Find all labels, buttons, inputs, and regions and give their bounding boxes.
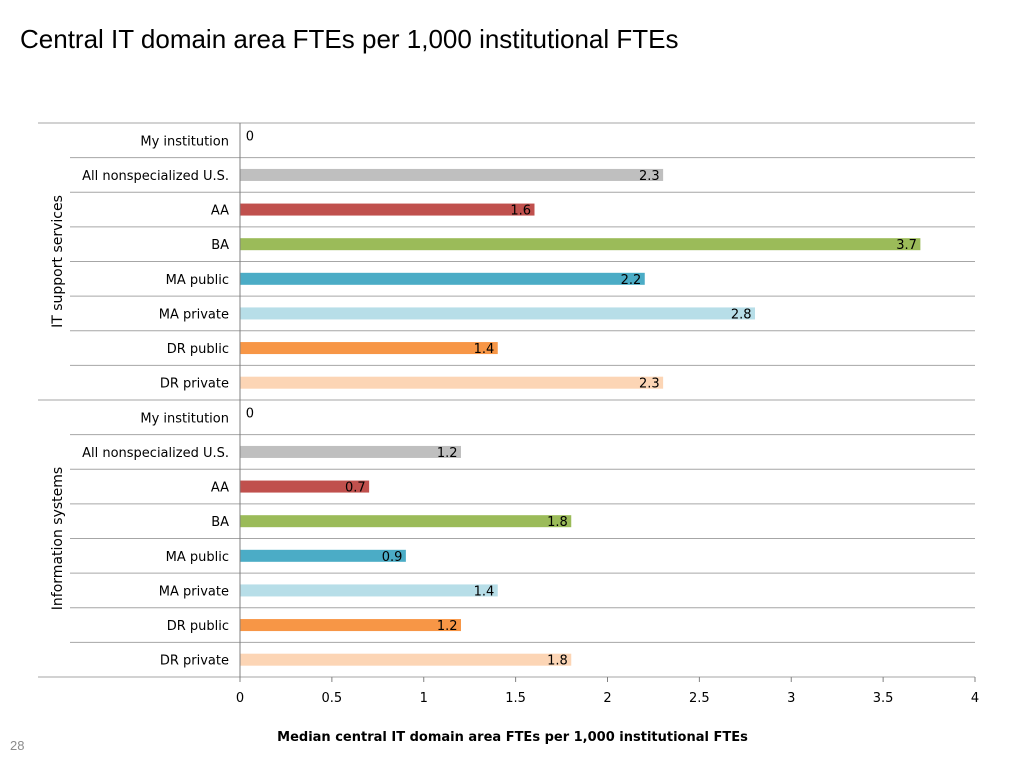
bar [240, 342, 498, 355]
x-tick-label: 1.5 [505, 691, 526, 706]
data-label: 1.8 [547, 654, 568, 669]
data-label: 1.4 [474, 584, 495, 599]
bar [240, 272, 645, 285]
data-label: 0 [246, 129, 254, 144]
bar [240, 445, 461, 458]
page-number: 28 [10, 738, 25, 753]
data-label: 1.8 [547, 515, 568, 530]
category-label: DR private [160, 377, 229, 392]
bar [240, 515, 572, 528]
category-label: All nonspecialized U.S. [82, 446, 229, 461]
category-label: MA private [159, 584, 229, 599]
category-label: BA [211, 238, 229, 253]
category-label: DR private [160, 654, 229, 669]
x-tick-label: 2 [603, 691, 611, 706]
bar [240, 203, 535, 216]
x-tick-label: 0 [236, 691, 244, 706]
data-label: 0 [246, 406, 254, 421]
category-label: All nonspecialized U.S. [82, 169, 229, 184]
category-label: MA private [159, 307, 229, 322]
data-label: 2.3 [639, 169, 660, 184]
category-label: My institution [140, 411, 229, 426]
category-label: DR public [167, 342, 229, 357]
x-tick-label: 3.5 [873, 691, 894, 706]
data-label: 1.2 [437, 619, 458, 634]
data-label: 1.6 [510, 204, 531, 219]
bar [240, 307, 755, 320]
data-label: 2.2 [621, 273, 642, 288]
x-tick-label: 4 [971, 691, 979, 706]
data-label: 1.4 [474, 342, 495, 357]
x-tick-label: 2.5 [689, 691, 710, 706]
bar [240, 376, 664, 389]
bar [240, 480, 370, 493]
data-label: 0.9 [382, 550, 403, 565]
x-axis-title: Median central IT domain area FTEs per 1… [277, 730, 748, 745]
bar [240, 584, 498, 597]
x-tick-label: 0.5 [322, 691, 343, 706]
category-label: DR public [167, 619, 229, 634]
data-label: 1.2 [437, 446, 458, 461]
group-label: Information systems [50, 467, 66, 610]
data-label: 2.8 [731, 307, 752, 322]
bar [240, 653, 572, 666]
category-label: AA [211, 204, 229, 219]
data-label: 0.7 [345, 481, 366, 496]
bar [240, 549, 406, 562]
group-label: IT support services [50, 195, 66, 328]
data-label: 3.7 [896, 238, 917, 253]
category-label: MA public [166, 273, 229, 288]
bar [240, 238, 921, 251]
category-label: BA [211, 515, 229, 530]
slide-title: Central IT domain area FTEs per 1,000 in… [20, 24, 679, 54]
bar [240, 168, 664, 181]
category-label: My institution [140, 134, 229, 149]
x-tick-label: 3 [787, 691, 795, 706]
data-label: 2.3 [639, 377, 660, 392]
category-label: AA [211, 481, 229, 496]
category-label: MA public [166, 550, 229, 565]
x-tick-label: 1 [420, 691, 428, 706]
bar [240, 619, 461, 632]
